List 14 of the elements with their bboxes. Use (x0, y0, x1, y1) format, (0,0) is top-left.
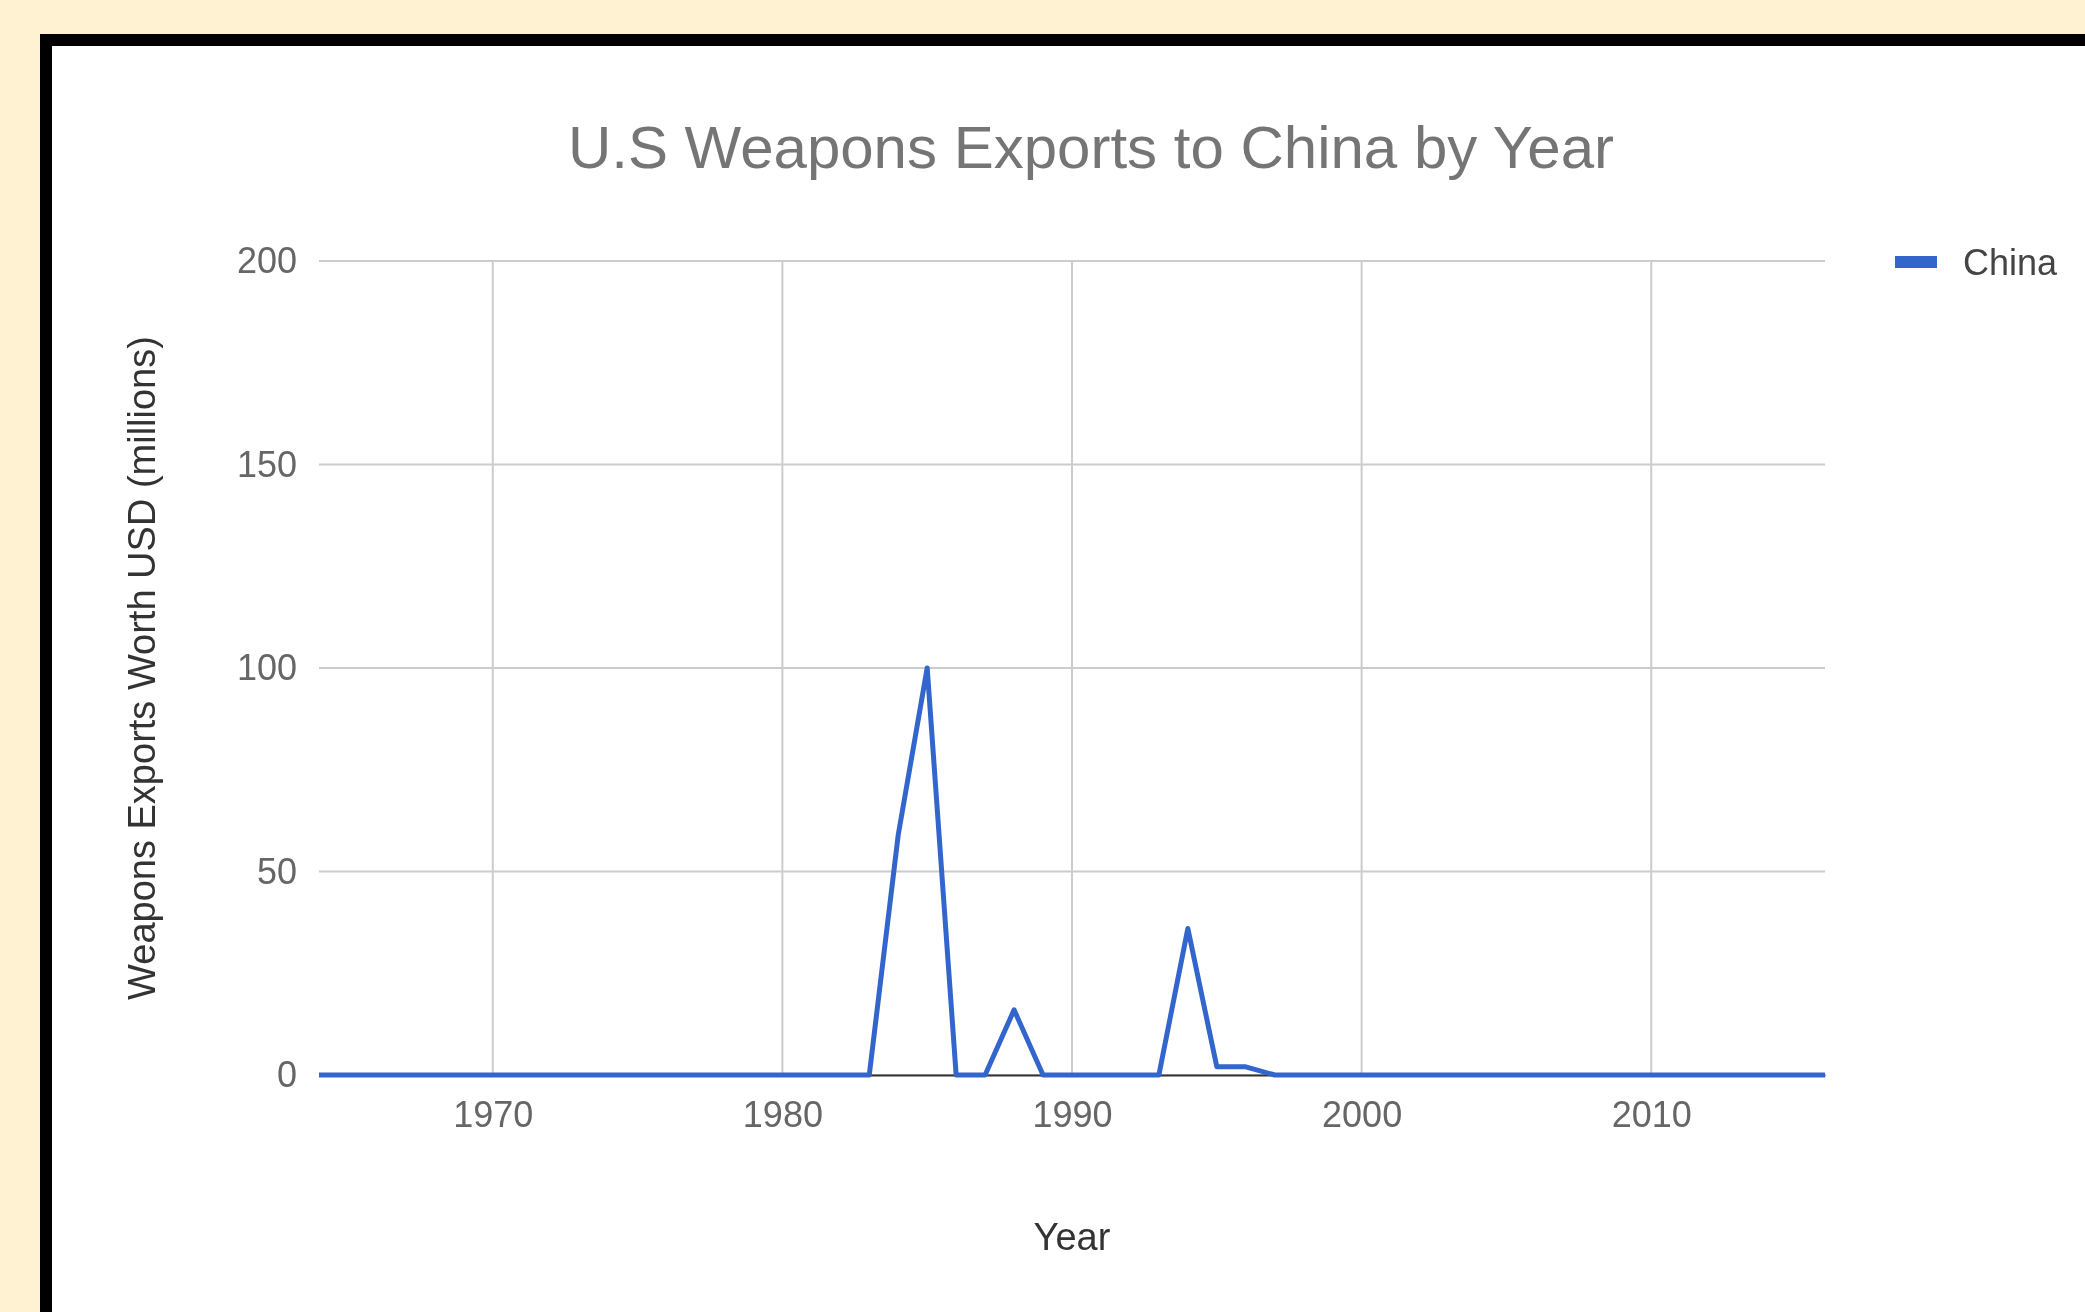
y-tick-label: 0 (276, 1054, 297, 1096)
x-tick-label: 1970 (453, 1093, 534, 1135)
x-tick-label: 1990 (1032, 1093, 1113, 1135)
x-tick-label: 2000 (1322, 1093, 1403, 1135)
chart-title: U.S Weapons Exports to China by Year (567, 114, 1615, 181)
y-tick-label: 200 (236, 240, 297, 282)
y-axis-title: Weapons Exports Worth USD (millions) (121, 336, 163, 1000)
y-tick-label: 100 (236, 647, 297, 689)
y-tick-label: 150 (236, 443, 297, 485)
y-tick-label: 50 (256, 850, 297, 892)
x-tick-label: 2010 (1611, 1093, 1692, 1135)
x-axis-title: Year (1033, 1216, 1111, 1258)
x-tick-label: 1980 (742, 1093, 823, 1135)
legend-label: China (1963, 242, 2059, 283)
